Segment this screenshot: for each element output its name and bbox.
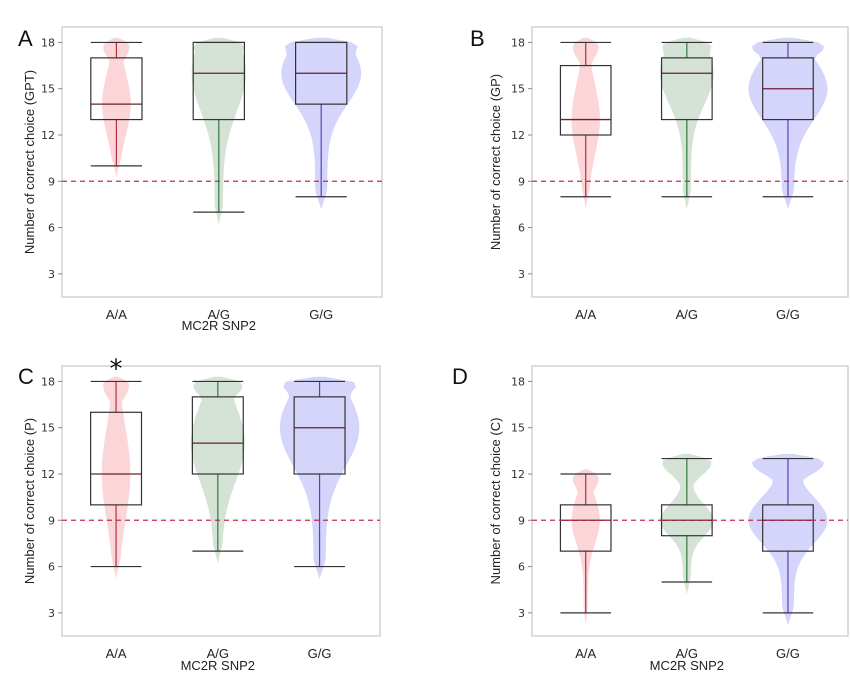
y-tick-label: 18 bbox=[41, 375, 55, 388]
y-tick-label: 12 bbox=[511, 468, 525, 481]
violin-aa bbox=[102, 37, 131, 179]
box-ag bbox=[191, 396, 244, 475]
x-axis-title: MC2R SNP2 bbox=[650, 658, 724, 673]
box-ag bbox=[192, 41, 245, 121]
x-category-label: G/G bbox=[776, 307, 800, 322]
violin-ag bbox=[660, 453, 714, 595]
y-tick-label: 6 bbox=[48, 561, 55, 574]
panel-letter: B bbox=[470, 26, 485, 51]
y-tick-label: 15 bbox=[41, 83, 55, 96]
plot-frame bbox=[531, 365, 849, 637]
y-tick-label: 15 bbox=[511, 422, 525, 435]
box-gg bbox=[762, 504, 814, 552]
y-axis-title: Number of correct choice (P) bbox=[22, 418, 37, 584]
y-tick-label: 6 bbox=[48, 222, 55, 235]
y-tick-label: 12 bbox=[41, 468, 55, 481]
y-tick-label: 12 bbox=[511, 129, 525, 142]
y-tick-label: 9 bbox=[48, 514, 55, 527]
significance-annotation: * bbox=[110, 354, 123, 384]
y-axis-title: Number of correct choice (GPT) bbox=[22, 70, 37, 254]
x-axis-title: MC2R SNP2 bbox=[181, 658, 255, 673]
x-category-label: A/G bbox=[676, 307, 698, 322]
violin-aa bbox=[571, 37, 600, 210]
x-category-label: A/A bbox=[575, 307, 596, 322]
y-tick-label: 3 bbox=[518, 607, 525, 620]
x-axis-title: MC2R SNP2 bbox=[182, 318, 256, 333]
y-axis-title: Number of correct choice (GP) bbox=[488, 74, 503, 250]
panel-letter: C bbox=[18, 364, 34, 389]
y-tick-label: 3 bbox=[518, 268, 525, 281]
panel-letter: D bbox=[452, 364, 468, 389]
y-tick-label: 9 bbox=[48, 175, 55, 188]
x-category-label: A/G bbox=[676, 646, 698, 661]
violin-aa bbox=[101, 376, 131, 579]
plot-frame bbox=[531, 26, 849, 298]
violin-gg bbox=[748, 453, 828, 626]
panel-c: C 3 6 9 12 15 18 Number of correct choice (P) A/… bbox=[18, 354, 381, 673]
y-axis-title: Number of correct choice (C) bbox=[488, 418, 503, 585]
y-tick-label: 9 bbox=[518, 175, 525, 188]
y-tick-label: 3 bbox=[48, 607, 55, 620]
box-gg bbox=[293, 396, 346, 475]
box-aa bbox=[90, 57, 143, 121]
y-tick-label: 6 bbox=[518, 222, 525, 235]
x-category-label: G/G bbox=[309, 307, 333, 322]
y-tick-label: 18 bbox=[511, 375, 525, 388]
x-category-label: G/G bbox=[308, 646, 332, 661]
box-aa bbox=[559, 504, 612, 552]
x-category-label: A/A bbox=[106, 646, 127, 661]
y-tick-label: 3 bbox=[48, 268, 55, 281]
y-tick-label: 15 bbox=[511, 83, 525, 96]
y-tick-label: 6 bbox=[518, 561, 525, 574]
panel-a: A 3 6 9 12 15 18 Number of correct choice (GPT)… bbox=[18, 26, 383, 333]
x-category-label: A/G bbox=[208, 307, 230, 322]
x-category-label: A/A bbox=[106, 307, 127, 322]
panel-letter: A bbox=[18, 26, 33, 51]
y-tick-label: 18 bbox=[41, 36, 55, 49]
violin-aa bbox=[571, 469, 600, 626]
violin-ag bbox=[190, 376, 245, 564]
y-tick-label: 12 bbox=[41, 129, 55, 142]
y-tick-label: 15 bbox=[41, 422, 55, 435]
plot-frame bbox=[61, 26, 383, 298]
panel-d: D 3 6 9 12 15 18 Number of correct choice (C) A/… bbox=[452, 364, 849, 673]
plot-frame bbox=[61, 365, 381, 637]
x-category-label: A/A bbox=[575, 646, 596, 661]
x-category-label: G/G bbox=[776, 646, 800, 661]
x-category-label: A/G bbox=[207, 646, 229, 661]
box-aa bbox=[90, 411, 143, 506]
box-aa bbox=[559, 64, 612, 136]
box-ag bbox=[660, 57, 713, 121]
y-tick-label: 18 bbox=[511, 36, 525, 49]
y-tick-label: 9 bbox=[518, 514, 525, 527]
panel-b: B 3 6 9 12 15 18 Number of correct choice (GP) A… bbox=[470, 26, 849, 322]
